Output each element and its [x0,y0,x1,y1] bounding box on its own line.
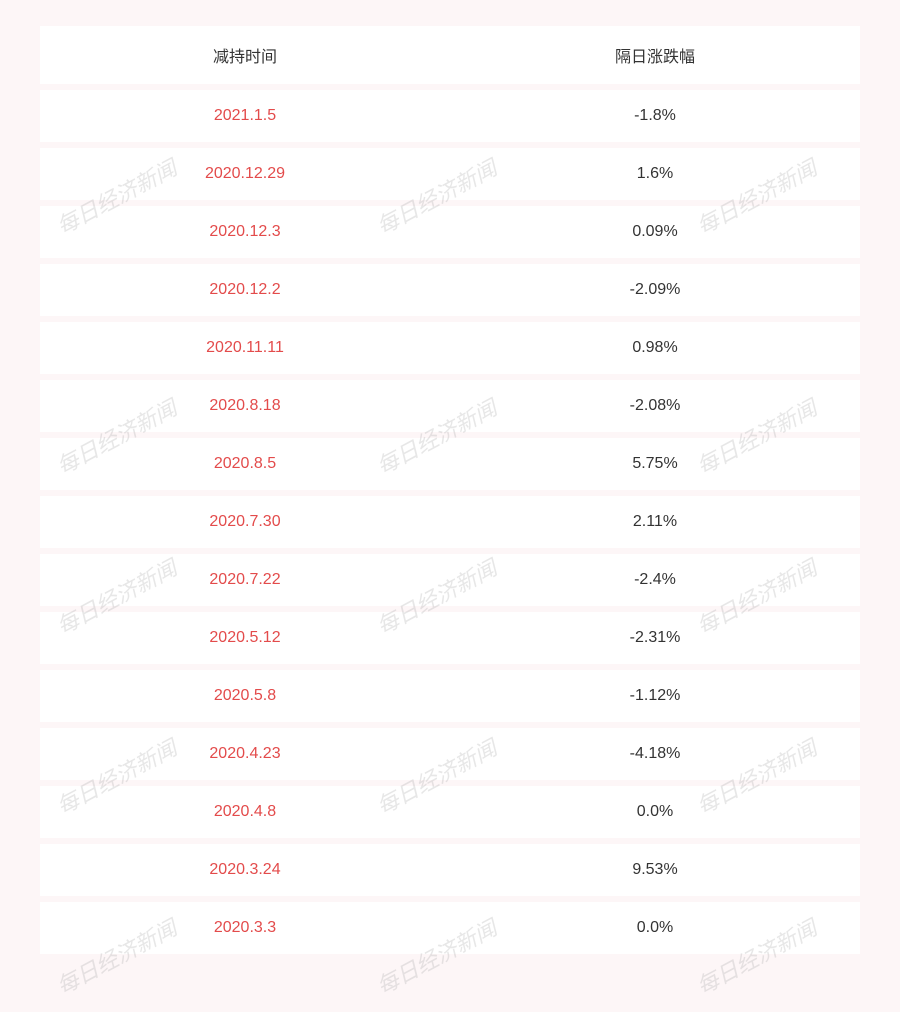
table-row: 2020.8.18-2.08% [40,380,860,432]
date-cell: 2020.11.11 [40,322,450,374]
table-row: 2020.7.22-2.4% [40,554,860,606]
change-cell: 0.0% [450,902,860,954]
date-cell: 2021.1.5 [40,90,450,142]
change-cell: -2.09% [450,264,860,316]
table-row: 2020.12.30.09% [40,206,860,258]
change-cell: 5.75% [450,438,860,490]
date-cell: 2020.4.23 [40,728,450,780]
header-date: 减持时间 [40,26,450,84]
change-cell: 1.6% [450,148,860,200]
change-cell: -2.4% [450,554,860,606]
table-row: 2020.12.291.6% [40,148,860,200]
date-cell: 2020.12.29 [40,148,450,200]
date-cell: 2020.3.24 [40,844,450,896]
date-cell: 2020.12.2 [40,264,450,316]
date-cell: 2020.8.5 [40,438,450,490]
date-cell: 2020.5.12 [40,612,450,664]
change-cell: 9.53% [450,844,860,896]
header-change: 隔日涨跌幅 [450,26,860,84]
date-cell: 2020.5.8 [40,670,450,722]
table-row: 2020.11.110.98% [40,322,860,374]
table-header-row: 减持时间 隔日涨跌幅 [40,26,860,84]
table-row: 2020.12.2-2.09% [40,264,860,316]
change-cell: 2.11% [450,496,860,548]
table-row: 2020.5.12-2.31% [40,612,860,664]
date-cell: 2020.7.22 [40,554,450,606]
table-row: 2020.3.249.53% [40,844,860,896]
date-cell: 2020.4.8 [40,786,450,838]
table-row: 2020.3.30.0% [40,902,860,954]
date-cell: 2020.3.3 [40,902,450,954]
date-cell: 2020.12.3 [40,206,450,258]
date-cell: 2020.8.18 [40,380,450,432]
table-row: 2021.1.5-1.8% [40,90,860,142]
data-table: 减持时间 隔日涨跌幅 2021.1.5-1.8%2020.12.291.6%20… [40,20,860,960]
table-row: 2020.8.55.75% [40,438,860,490]
change-cell: -2.08% [450,380,860,432]
table-row: 2020.4.80.0% [40,786,860,838]
change-cell: -2.31% [450,612,860,664]
change-cell: 0.98% [450,322,860,374]
change-cell: -1.12% [450,670,860,722]
change-cell: -4.18% [450,728,860,780]
table-row: 2020.5.8-1.12% [40,670,860,722]
change-cell: -1.8% [450,90,860,142]
date-cell: 2020.7.30 [40,496,450,548]
table-row: 2020.4.23-4.18% [40,728,860,780]
table-row: 2020.7.302.11% [40,496,860,548]
change-cell: 0.09% [450,206,860,258]
change-cell: 0.0% [450,786,860,838]
